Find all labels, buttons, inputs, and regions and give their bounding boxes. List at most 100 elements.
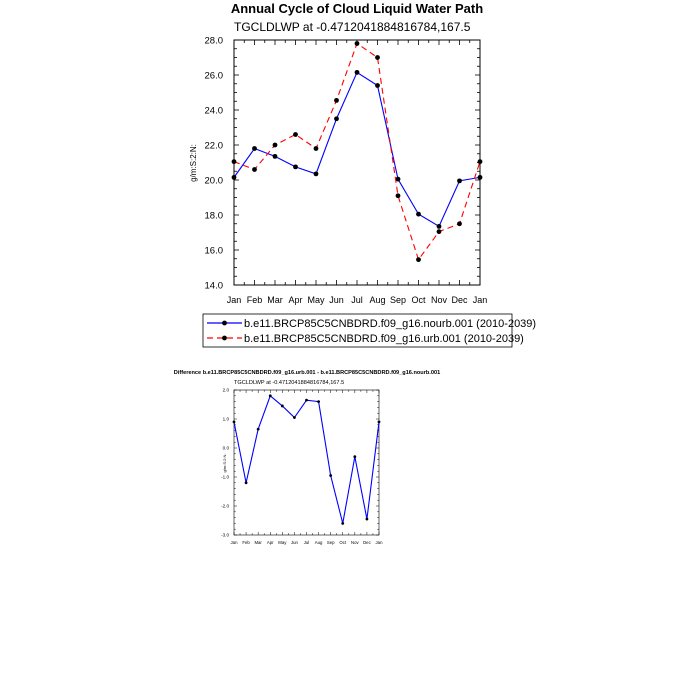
data-point [416,211,421,217]
y-tick-label: 1.0 [223,417,230,422]
y-tick-label: 28.0 [205,35,224,46]
y-tick-label: 14.0 [205,280,224,291]
legend-label-urb: b.e11.BRCP85C5CNBDRD.f09_g16.urb.001 (20… [244,333,524,345]
data-point [313,171,319,177]
y-tick-label: -2.0 [221,504,229,509]
data-point [477,159,483,165]
x-tick-label: Aug [315,540,323,545]
data-point [334,116,339,122]
plot-frame [233,39,481,286]
x-tick-label: Mar [267,295,283,305]
data-point [280,404,284,408]
data-point [317,400,320,403]
x-tick-label: Apr [288,295,302,305]
x-tick-label: Nov [351,540,359,545]
data-point [416,257,421,263]
x-tick-label: Sep [327,540,335,545]
y-tick-label: 26.0 [205,70,224,81]
x-tick-label: Nov [431,295,448,305]
difference-chart: Difference b.e11.BRCP85C5CNBDRD.f09_g16.… [174,370,440,545]
data-point [293,164,298,170]
x-tick-label: Jan [473,295,488,305]
difference-series-group [232,394,381,525]
x-tick-label: May [307,295,325,305]
difference-chart-title: Difference b.e11.BRCP85C5CNBDRD.f09_g16.… [174,370,440,376]
legend-marker-nourb [222,320,227,326]
y-tick-label: 2.0 [223,388,230,393]
data-point [244,481,248,485]
series-line-1 [233,42,481,261]
x-tick-label: Jun [329,295,344,305]
data-point [252,167,257,172]
chart-subtitle: TGCLDLWP at -0.4712041884816784,167.5 [234,20,471,34]
x-tick-label: Apr [267,540,274,545]
data-point [457,221,462,227]
data-point [354,41,360,46]
x-tick-label: Feb [247,295,263,305]
data-point [272,142,278,148]
data-point [334,97,339,103]
y-tick-label: 22.0 [205,140,224,151]
x-tick-label: Jan [376,540,384,545]
x-tick-label: Jul [351,295,363,305]
x-tick-label: Jan [231,540,239,545]
data-point [353,455,357,459]
difference-chart-subtitle: TGCLDLWP at -0.4712041884816784,167.5 [234,380,344,386]
data-point [231,174,237,180]
series-line-0 [233,394,380,524]
y-axis-label: g/m:S:2:N: [189,144,198,182]
data-point [377,420,381,424]
data-point [329,474,333,477]
data-point [436,229,442,235]
chart-title: Annual Cycle of Cloud Liquid Water Path [231,1,483,16]
data-point [457,178,462,184]
x-tick-label: Sep [390,295,406,305]
annual-cycle-chart: Annual Cycle of Cloud Liquid Water Path … [189,1,487,305]
legend-label-nourb: b.e11.BRCP85C5CNBDRD.f09_g16.nourb.001 (… [244,318,536,330]
data-point [436,223,442,229]
x-tick-label: Aug [369,295,385,305]
x-tick-label: Dec [363,540,371,545]
data-point [375,55,380,60]
y-tick-label: 16.0 [205,245,224,256]
legend-marker-urb [222,335,227,341]
data-point [375,83,380,88]
y-tick-label: 0.0 [223,446,230,451]
data-point [365,517,369,521]
y-tick-label: 24.0 [205,105,224,116]
legend: b.e11.BRCP85C5CNBDRD.f09_g16.nourb.001 (… [202,313,536,348]
data-point [341,522,345,525]
y-tick-label: -1.0 [221,475,229,480]
legend-frame [202,313,513,348]
data-point [395,193,401,199]
x-tick-label: Oct [411,295,426,305]
y-tick-label: 20.0 [205,175,224,186]
data-point [293,416,296,419]
x-tick-label: Dec [451,295,468,305]
series-group [231,41,483,263]
x-tick-label: Jul [304,540,310,545]
data-point [395,176,401,182]
data-point [272,153,278,159]
data-point [256,427,260,431]
difference-axes: Jan Feb Mar Apr May Jun Jul Aug Sep Oct Nov Dec Jan-… [221,388,383,545]
series-line-0 [233,71,481,228]
data-point [305,398,308,402]
data-point [268,394,272,398]
data-point [313,146,319,151]
data-point [354,69,360,75]
y-tick-label: -3.0 [221,533,229,538]
data-point [252,146,257,151]
x-tick-label: Jan [227,295,242,305]
data-point [477,174,483,180]
data-point [293,132,298,137]
x-tick-label: May [278,540,287,545]
data-point [232,420,236,424]
plot-frame [233,389,380,536]
x-tick-label: Feb [242,540,250,545]
x-tick-label: Mar [254,540,262,545]
y-tick-label: 18.0 [205,210,224,221]
x-tick-label: Jun [291,540,299,545]
axes: Jan Feb Mar Apr May Jun Jul Aug Sep Oct Nov Dec Jan1… [205,35,488,305]
